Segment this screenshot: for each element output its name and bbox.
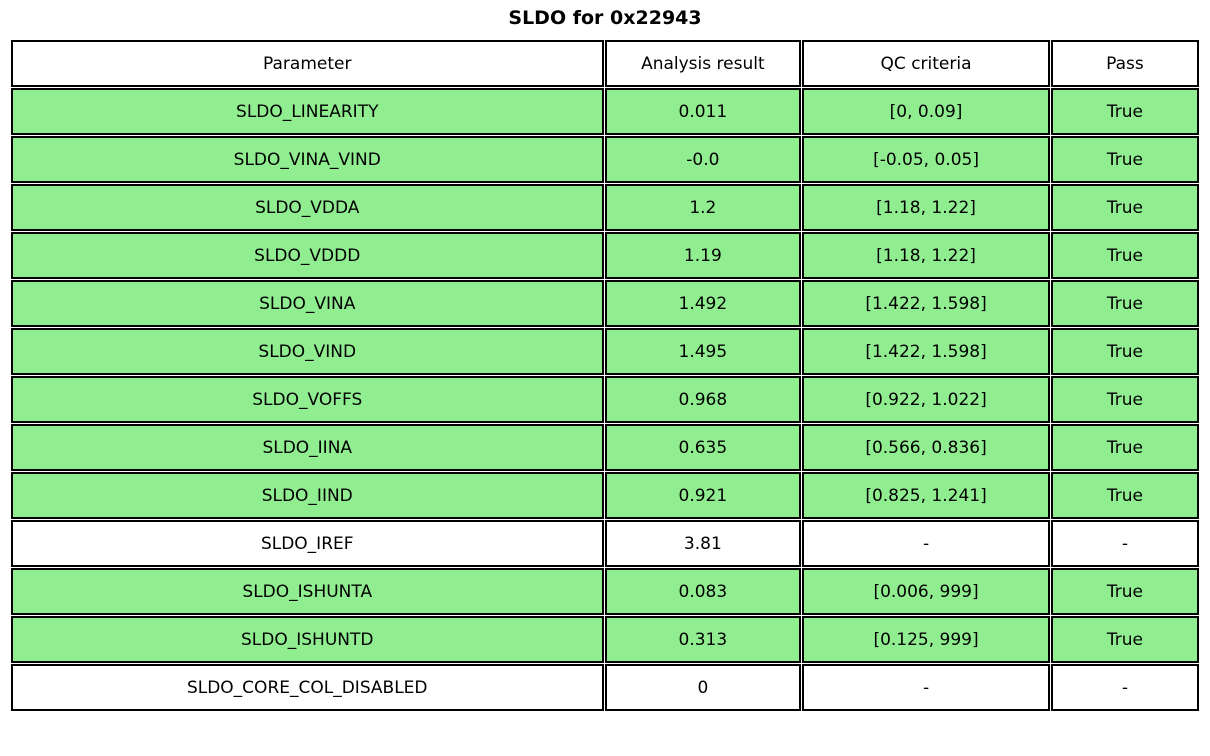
cell-qc-criteria: [0.125, 999] [802,616,1050,663]
cell-analysis-result: 0.313 [604,616,802,663]
cell-qc-criteria: [0.006, 999] [802,568,1050,615]
table-row: SLDO_IREF 3.81 - - [11,520,1199,567]
cell-pass: True [1050,88,1199,135]
cell-pass: True [1050,232,1199,279]
cell-parameter: SLDO_ISHUNTD [11,616,604,663]
cell-pass: True [1050,376,1199,423]
header-qc-criteria: QC criteria [802,40,1050,87]
cell-analysis-result: 0.921 [604,472,802,519]
cell-analysis-result: -0.0 [604,136,802,183]
cell-qc-criteria: [0.825, 1.241] [802,472,1050,519]
table-body: SLDO_LINEARITY 0.011 [0, 0.09] True SLDO… [11,88,1199,711]
cell-parameter: SLDO_VOFFS [11,376,604,423]
cell-analysis-result: 0.968 [604,376,802,423]
cell-parameter: SLDO_VDDA [11,184,604,231]
cell-pass: True [1050,616,1199,663]
table-row: SLDO_IINA 0.635 [0.566, 0.836] True [11,424,1199,471]
table-row: SLDO_ISHUNTA 0.083 [0.006, 999] True [11,568,1199,615]
cell-qc-criteria: [1.18, 1.22] [802,232,1050,279]
cell-analysis-result: 0.635 [604,424,802,471]
cell-pass: True [1050,184,1199,231]
cell-qc-criteria: [1.422, 1.598] [802,280,1050,327]
cell-analysis-result: 0.083 [604,568,802,615]
cell-pass: - [1050,664,1199,711]
cell-pass: True [1050,568,1199,615]
cell-parameter: SLDO_IREF [11,520,604,567]
table-row: SLDO_IIND 0.921 [0.825, 1.241] True [11,472,1199,519]
cell-pass: True [1050,472,1199,519]
table-row: SLDO_CORE_COL_DISABLED 0 - - [11,664,1199,711]
cell-pass: True [1050,280,1199,327]
cell-analysis-result: 1.492 [604,280,802,327]
qc-results-table: Parameter Analysis result QC criteria Pa… [10,39,1200,712]
header-row: Parameter Analysis result QC criteria Pa… [11,40,1199,87]
table-row: SLDO_VDDD 1.19 [1.18, 1.22] True [11,232,1199,279]
cell-parameter: SLDO_VDDD [11,232,604,279]
table-row: SLDO_VINA_VIND -0.0 [-0.05, 0.05] True [11,136,1199,183]
cell-parameter: SLDO_IINA [11,424,604,471]
cell-qc-criteria: [-0.05, 0.05] [802,136,1050,183]
cell-parameter: SLDO_VINA_VIND [11,136,604,183]
header-analysis-result: Analysis result [604,40,802,87]
cell-parameter: SLDO_VIND [11,328,604,375]
cell-qc-criteria: [0.922, 1.022] [802,376,1050,423]
table-row: SLDO_LINEARITY 0.011 [0, 0.09] True [11,88,1199,135]
cell-parameter: SLDO_CORE_COL_DISABLED [11,664,604,711]
cell-qc-criteria: [0.566, 0.836] [802,424,1050,471]
cell-analysis-result: 3.81 [604,520,802,567]
cell-analysis-result: 0.011 [604,88,802,135]
cell-analysis-result: 1.495 [604,328,802,375]
header-parameter: Parameter [11,40,604,87]
cell-parameter: SLDO_IIND [11,472,604,519]
table-row: SLDO_VOFFS 0.968 [0.922, 1.022] True [11,376,1199,423]
cell-parameter: SLDO_LINEARITY [11,88,604,135]
cell-parameter: SLDO_ISHUNTA [11,568,604,615]
cell-analysis-result: 1.19 [604,232,802,279]
cell-pass: - [1050,520,1199,567]
table-header: Parameter Analysis result QC criteria Pa… [11,40,1199,87]
cell-qc-criteria: [0, 0.09] [802,88,1050,135]
cell-qc-criteria: - [802,664,1050,711]
cell-qc-criteria: - [802,520,1050,567]
cell-pass: True [1050,328,1199,375]
cell-qc-criteria: [1.422, 1.598] [802,328,1050,375]
table-row: SLDO_VIND 1.495 [1.422, 1.598] True [11,328,1199,375]
table-row: SLDO_ISHUNTD 0.313 [0.125, 999] True [11,616,1199,663]
table-row: SLDO_VINA 1.492 [1.422, 1.598] True [11,280,1199,327]
header-pass: Pass [1050,40,1199,87]
cell-qc-criteria: [1.18, 1.22] [802,184,1050,231]
cell-analysis-result: 0 [604,664,802,711]
page-title: SLDO for 0x22943 [508,7,702,29]
cell-pass: True [1050,424,1199,471]
cell-parameter: SLDO_VINA [11,280,604,327]
cell-pass: True [1050,136,1199,183]
table-row: SLDO_VDDA 1.2 [1.18, 1.22] True [11,184,1199,231]
cell-analysis-result: 1.2 [604,184,802,231]
